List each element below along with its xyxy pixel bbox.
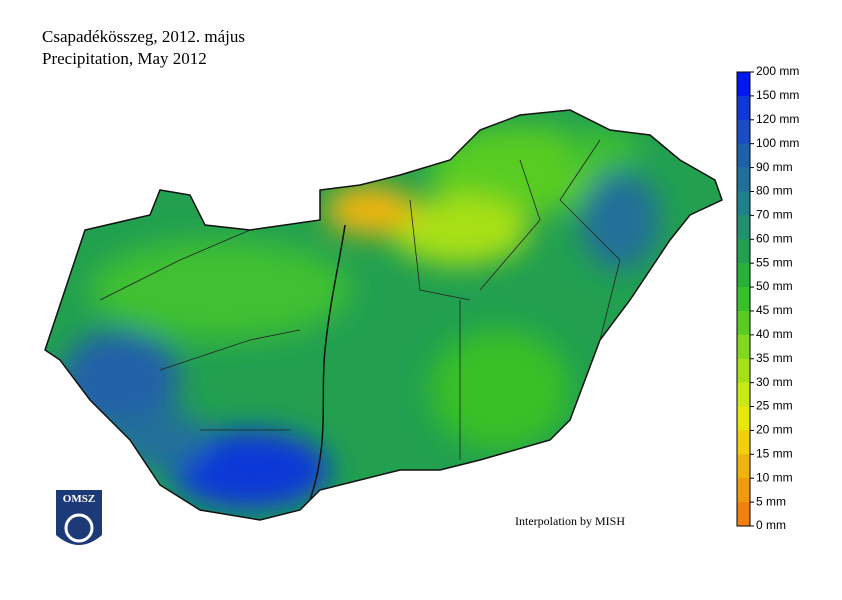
legend-swatch xyxy=(737,406,750,431)
legend-label: 5 mm xyxy=(756,494,786,508)
legend-swatch xyxy=(737,119,750,144)
legend-label: 70 mm xyxy=(756,208,793,222)
legend-label: 0 mm xyxy=(756,518,786,532)
legend-swatch xyxy=(737,215,750,240)
legend-swatch xyxy=(737,72,750,97)
logo: OMSZ xyxy=(56,490,102,545)
credit: Interpolation by MISH xyxy=(515,514,625,528)
legend-swatch xyxy=(737,334,750,360)
legend-label: 60 mm xyxy=(756,231,793,245)
legend-swatch xyxy=(737,310,750,336)
legend-swatch xyxy=(737,502,750,527)
title: Csapadékösszeg, 2012. május xyxy=(42,27,245,46)
legend-swatch xyxy=(737,358,750,383)
legend-label: 55 mm xyxy=(756,255,793,269)
river xyxy=(309,224,346,501)
legend-label: 120 mm xyxy=(756,112,799,126)
legend-label: 100 mm xyxy=(756,136,799,150)
legend-swatch xyxy=(737,454,750,479)
legend-swatch xyxy=(737,478,750,503)
legend-label: 35 mm xyxy=(756,351,793,365)
legend: 200 mm 150 mm 120 mm 100 mm 90 mm 80 mm 70 mm 6… xyxy=(736,64,799,532)
legend-label: 15 mm xyxy=(756,446,793,460)
logo-text: OMSZ xyxy=(63,493,95,505)
legend-swatch xyxy=(737,143,750,168)
legend-label: 50 mm xyxy=(756,279,793,293)
legend-swatch xyxy=(737,382,750,407)
legend-label: 25 mm xyxy=(756,399,793,413)
legend-label: 20 mm xyxy=(756,423,793,437)
legend-frame xyxy=(736,71,751,527)
legend-swatch xyxy=(737,287,750,312)
legend-label: 200 mm xyxy=(756,64,799,78)
legend-label: 40 mm xyxy=(756,327,793,341)
legend-swatch xyxy=(737,191,750,216)
legend-label: 90 mm xyxy=(756,160,793,174)
county-borders xyxy=(99,139,621,460)
legend-label: 10 mm xyxy=(756,470,793,484)
legend-swatch xyxy=(737,239,750,264)
legend-label: 80 mm xyxy=(756,184,793,198)
subtitle: Precipitation, May 2012 xyxy=(42,49,207,68)
legend-label: 30 mm xyxy=(756,375,793,389)
precipitation-map xyxy=(45,110,722,520)
legend-swatch xyxy=(737,263,750,288)
legend-label: 45 mm xyxy=(756,303,793,317)
legend-label: 150 mm xyxy=(756,88,799,102)
legend-swatch xyxy=(737,167,750,192)
legend-swatch xyxy=(737,95,750,121)
legend-swatch xyxy=(737,430,750,455)
